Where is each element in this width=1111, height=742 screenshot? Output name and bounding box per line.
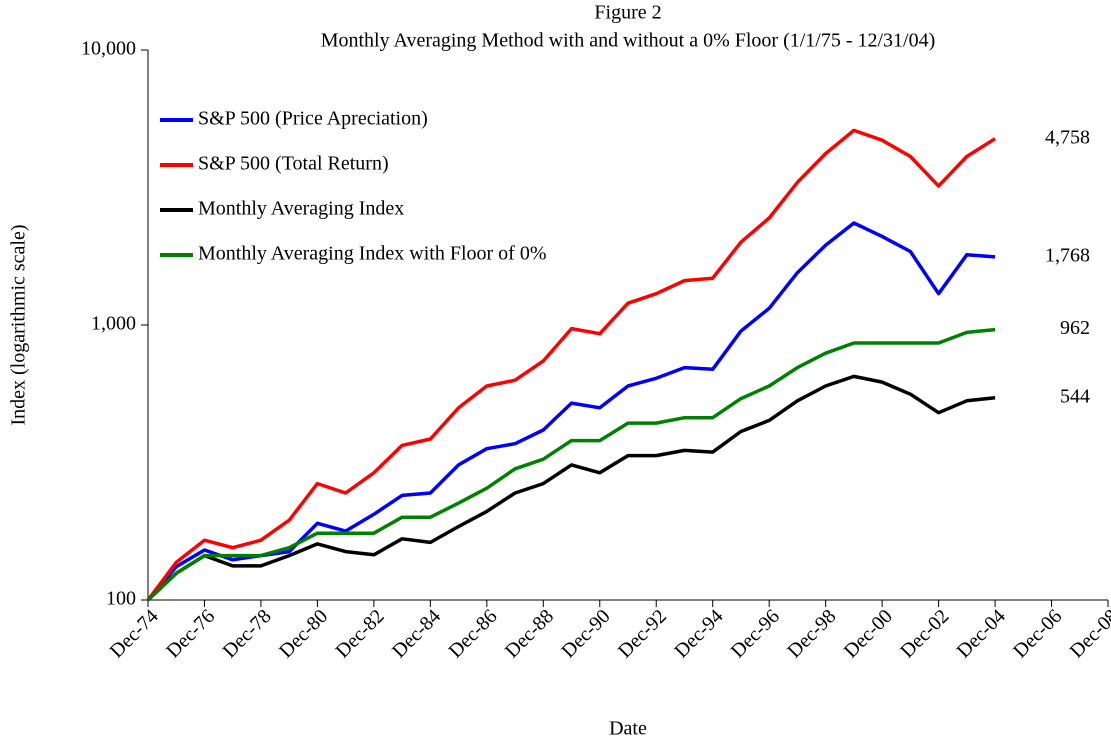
- legend-label: S&P 500 (Price Apreciation): [198, 108, 428, 130]
- x-tick-label: Dec-00: [840, 605, 897, 662]
- x-tick-label: Dec-86: [444, 605, 501, 662]
- y-tick-label: 10,000: [81, 38, 136, 60]
- end-label: 1,768: [1045, 245, 1090, 267]
- x-tick-label: Dec-78: [219, 605, 276, 662]
- y-axis-label: Index (logarithmic scale): [8, 224, 30, 425]
- x-tick-label: Dec-04: [953, 605, 1010, 662]
- legend-label: Monthly Averaging Index: [198, 198, 404, 220]
- series-line: [146, 374, 996, 602]
- x-tick-label: Dec-08: [1066, 605, 1111, 662]
- end-label: 4,758: [1045, 126, 1090, 148]
- x-tick-label: Dec-96: [727, 605, 784, 662]
- x-tick-label: Dec-76: [162, 605, 219, 662]
- end-label: 544: [1060, 385, 1090, 407]
- end-label: 962: [1060, 317, 1090, 339]
- x-tick-label: Dec-06: [1009, 605, 1066, 662]
- x-tick-label: Dec-90: [557, 605, 614, 662]
- series-line: [146, 327, 996, 602]
- x-tick-label: Dec-82: [331, 605, 388, 662]
- y-tick-label: 100: [106, 588, 136, 610]
- x-tick-label: Dec-84: [388, 605, 445, 662]
- x-tick-label: Dec-98: [783, 605, 840, 662]
- x-tick-label: Dec-88: [501, 605, 558, 662]
- series-line: [146, 128, 997, 602]
- x-axis-label: Date: [609, 718, 647, 740]
- x-tick-label: Dec-02: [896, 605, 953, 662]
- x-tick-label: Dec-94: [670, 605, 727, 662]
- series-line: [146, 221, 996, 602]
- chart-title: Figure 2: [594, 2, 661, 24]
- x-tick-label: Dec-80: [275, 605, 332, 662]
- x-tick-label: Dec-74: [106, 605, 163, 662]
- chart-subtitle: Monthly Averaging Method with and withou…: [321, 30, 936, 52]
- x-tick-label: Dec-92: [614, 605, 671, 662]
- legend-label: Monthly Averaging Index with Floor of 0%: [198, 243, 546, 265]
- y-tick-label: 1,000: [91, 313, 136, 335]
- legend-label: S&P 500 (Total Return): [198, 153, 389, 175]
